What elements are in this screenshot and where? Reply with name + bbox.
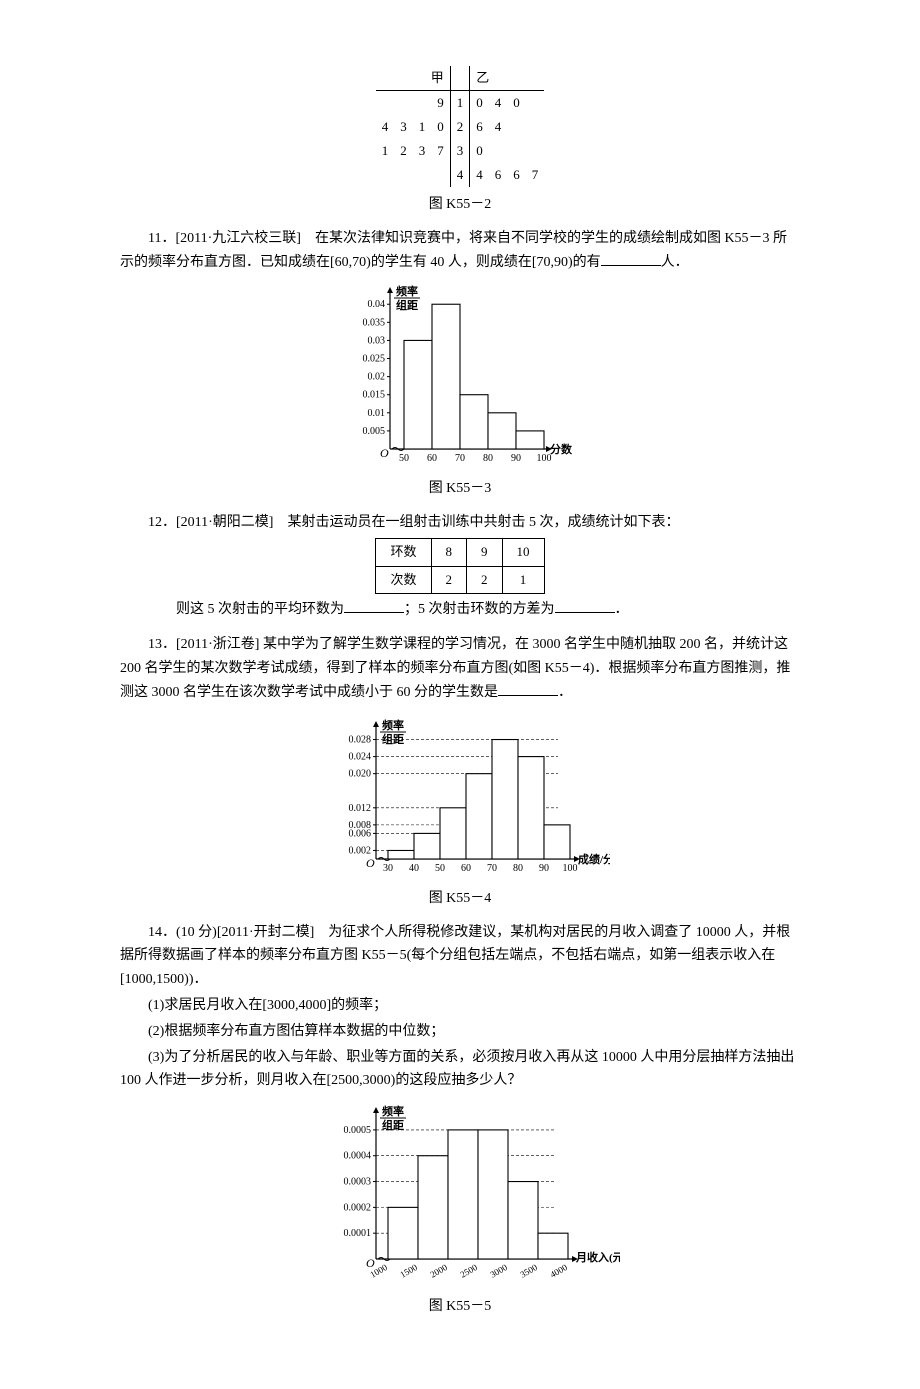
svg-text:1500: 1500 bbox=[398, 1262, 419, 1280]
svg-text:0.02: 0.02 bbox=[368, 371, 386, 382]
svg-text:组距: 组距 bbox=[396, 298, 418, 312]
svg-text:80: 80 bbox=[483, 453, 493, 464]
svg-text:50: 50 bbox=[399, 453, 409, 464]
stem-leaf-table: 甲 乙 91040431026412373044667 bbox=[376, 66, 545, 187]
q13-text: 13．[2011·浙江卷] 某中学为了解学生数学课程的学习情况，在 3000 名… bbox=[120, 637, 790, 700]
svg-text:4000: 4000 bbox=[548, 1262, 569, 1280]
table-cell: 10 bbox=[502, 539, 544, 566]
svg-text:0.0005: 0.0005 bbox=[344, 1125, 372, 1136]
svg-text:0.03: 0.03 bbox=[368, 335, 386, 346]
blank bbox=[601, 265, 661, 266]
stem-leaf-plot: 甲 乙 91040431026412373044667 bbox=[120, 66, 800, 187]
stemleaf-header-right: 乙 bbox=[470, 66, 545, 91]
svg-text:0.0003: 0.0003 bbox=[344, 1177, 372, 1188]
svg-text:组距: 组距 bbox=[382, 732, 404, 746]
histogram-svg-3: 频率组距 O 0.005 0.01 0.015 0.02 0.025 0.03 0.035 0.0… bbox=[330, 281, 590, 471]
table-row: 次数 2 2 1 bbox=[376, 566, 544, 593]
question-11: 11．[2011·九江六校三联] 在某次法律知识竞赛中，将来自不同学校的学生的成… bbox=[120, 227, 800, 275]
stemleaf-header-left: 甲 bbox=[376, 66, 451, 91]
svg-text:60: 60 bbox=[461, 863, 471, 874]
table-row: 环数 8 9 10 bbox=[376, 539, 544, 566]
q12-line2b: ；5 次射击环数的方差为 bbox=[404, 602, 555, 617]
histogram-k55-4: 频率组距O0.0020.0060.0080.0120.0200.0240.028… bbox=[120, 711, 800, 881]
table-cell: 2 bbox=[431, 566, 467, 593]
question-14-p3: (2)根据频率分布直方图估算样本数据的中位数； bbox=[120, 1020, 800, 1044]
count-header: 次数 bbox=[376, 566, 431, 593]
svg-text:分数: 分数 bbox=[550, 442, 573, 456]
svg-text:0.035: 0.035 bbox=[363, 317, 386, 328]
svg-text:3500: 3500 bbox=[518, 1262, 539, 1280]
svg-text:O: O bbox=[380, 446, 389, 460]
svg-text:0.0004: 0.0004 bbox=[344, 1151, 372, 1162]
svg-text:2500: 2500 bbox=[458, 1262, 479, 1280]
q12-line2a: 则这 5 次射击的平均环数为 bbox=[176, 602, 344, 617]
histogram-svg-4: 频率组距O0.0020.0060.0080.0120.0200.0240.028… bbox=[310, 711, 610, 881]
figure-caption-5: 图 K55－5 bbox=[120, 1295, 800, 1319]
question-13: 13．[2011·浙江卷] 某中学为了解学生数学课程的学习情况，在 3000 名… bbox=[120, 633, 800, 704]
svg-text:30: 30 bbox=[383, 863, 393, 874]
table-cell: 8 bbox=[431, 539, 467, 566]
svg-text:70: 70 bbox=[487, 863, 497, 874]
q13-suffix: ． bbox=[558, 685, 572, 700]
svg-text:频率: 频率 bbox=[396, 284, 418, 298]
blank bbox=[498, 695, 558, 696]
svg-text:O: O bbox=[366, 856, 375, 870]
table-cell: 1 bbox=[502, 566, 544, 593]
svg-text:90: 90 bbox=[539, 863, 549, 874]
ring-header: 环数 bbox=[376, 539, 431, 566]
svg-text:0.04: 0.04 bbox=[368, 299, 386, 310]
svg-text:0.008: 0.008 bbox=[349, 820, 372, 831]
figure-caption-3: 图 K55－3 bbox=[120, 477, 800, 501]
svg-text:0.0001: 0.0001 bbox=[344, 1228, 372, 1239]
svg-text:成绩/分: 成绩/分 bbox=[578, 852, 610, 866]
question-14-p1: 14．(10 分)[2011·开封二模] 为征求个人所得税修改建议，某机构对居民… bbox=[120, 921, 800, 992]
question-14-p4: (3)为了分析居民的收入与年龄、职业等方面的关系，必须按月收入再从这 10000… bbox=[120, 1046, 800, 1094]
svg-text:0.002: 0.002 bbox=[349, 845, 372, 856]
svg-text:0.015: 0.015 bbox=[363, 390, 386, 401]
svg-text:0.024: 0.024 bbox=[349, 751, 372, 762]
svg-text:0.0002: 0.0002 bbox=[344, 1203, 372, 1214]
svg-text:频率: 频率 bbox=[382, 1104, 404, 1118]
svg-text:频率: 频率 bbox=[382, 718, 404, 732]
table-cell: 9 bbox=[467, 539, 503, 566]
histogram-k55-5: 频率组距O0.00010.00020.00030.00040.000510001… bbox=[120, 1099, 800, 1289]
figure-caption-2: 图 K55－2 bbox=[120, 193, 800, 217]
svg-text:50: 50 bbox=[435, 863, 445, 874]
svg-text:0.005: 0.005 bbox=[363, 426, 386, 437]
svg-text:100: 100 bbox=[563, 863, 578, 874]
q11-suffix: 人． bbox=[661, 255, 689, 270]
svg-text:0.012: 0.012 bbox=[349, 803, 372, 814]
svg-text:0.028: 0.028 bbox=[349, 734, 372, 745]
q12-line2c: ． bbox=[615, 602, 629, 617]
table-cell: 2 bbox=[467, 566, 503, 593]
svg-text:80: 80 bbox=[513, 863, 523, 874]
svg-text:60: 60 bbox=[427, 453, 437, 464]
svg-text:90: 90 bbox=[511, 453, 521, 464]
histogram-svg-5: 频率组距O0.00010.00020.00030.00040.000510001… bbox=[300, 1099, 620, 1289]
svg-text:0.020: 0.020 bbox=[349, 768, 372, 779]
svg-text:3000: 3000 bbox=[488, 1262, 509, 1280]
svg-text:月收入(元): 月收入(元) bbox=[575, 1250, 620, 1264]
blank bbox=[344, 612, 404, 613]
svg-text:2000: 2000 bbox=[428, 1262, 449, 1280]
question-14-p2: (1)求居民月收入在[3000,4000]的频率； bbox=[120, 994, 800, 1018]
blank bbox=[555, 612, 615, 613]
histogram-k55-3: 频率组距 O 0.005 0.01 0.015 0.02 0.025 0.03 0.035 0.0… bbox=[120, 281, 800, 471]
svg-text:0.025: 0.025 bbox=[363, 353, 386, 364]
document-page: 甲 乙 91040431026412373044667 图 K55－2 11．[… bbox=[80, 0, 840, 1389]
svg-text:70: 70 bbox=[455, 453, 465, 464]
ring-table: 环数 8 9 10 次数 2 2 1 bbox=[375, 538, 544, 593]
question-12: 12．[2011·朝阳二模] 某射击运动员在一组射击训练中共射击 5 次，成绩统… bbox=[120, 511, 800, 535]
svg-text:40: 40 bbox=[409, 863, 419, 874]
svg-text:0.01: 0.01 bbox=[368, 408, 386, 419]
q12-line2: 则这 5 次射击的平均环数为 ；5 次射击环数的方差为 ． bbox=[120, 598, 800, 622]
figure-caption-4: 图 K55－4 bbox=[120, 887, 800, 911]
